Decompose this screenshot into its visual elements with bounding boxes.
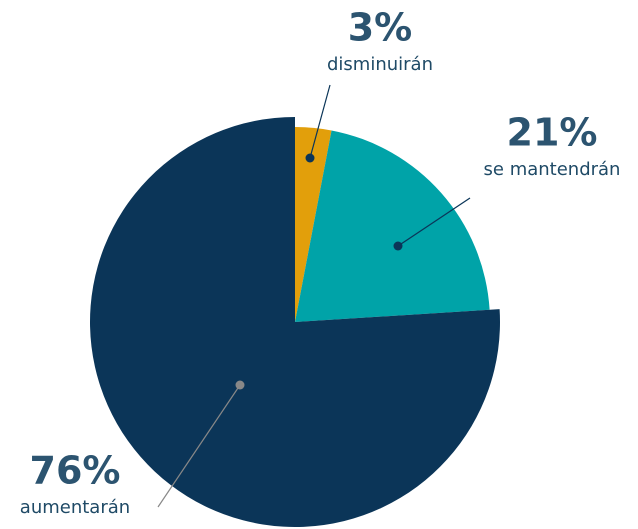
pie-slice bbox=[295, 127, 332, 322]
leader-line bbox=[397, 197, 471, 247]
leader-dot bbox=[305, 153, 315, 163]
leader-dot bbox=[393, 241, 403, 251]
category-label: se mantendrán bbox=[484, 159, 621, 180]
category-label: disminuirán bbox=[327, 54, 433, 75]
pie-slice bbox=[295, 130, 490, 322]
value-label: 76% bbox=[30, 449, 121, 493]
value-label: 21% bbox=[507, 111, 598, 155]
leader-dot bbox=[235, 380, 245, 390]
pie-slice bbox=[89, 117, 501, 528]
category-label: aumentarán bbox=[20, 497, 130, 518]
value-label: 3% bbox=[348, 6, 413, 50]
leader-line bbox=[309, 84, 331, 159]
leader-line bbox=[157, 384, 241, 508]
